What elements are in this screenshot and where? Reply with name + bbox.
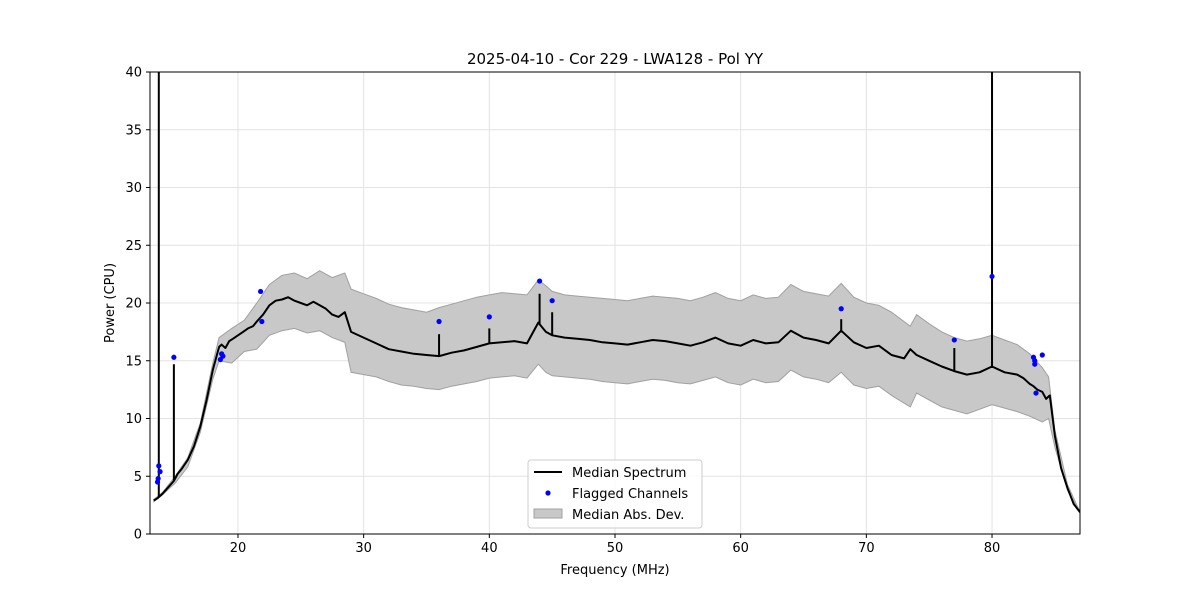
flagged-channel-point (257, 288, 264, 295)
median-abs-dev-band-group (153, 270, 1080, 514)
x-tick-label: 80 (984, 541, 1001, 556)
median-spectrum-line (153, 296, 1080, 513)
flagged-channel-point (951, 337, 957, 343)
y-axis-ticks: 0 5 10 15 20 25 30 35 40 (125, 66, 150, 543)
x-tick-label: 70 (858, 541, 875, 556)
y-tick-label: 0 (134, 528, 142, 543)
chart-title: 2025-04-10 - Cor 229 - LWA128 - Pol YY (467, 50, 764, 68)
legend-median-label: Median Spectrum (572, 466, 686, 481)
median-spectrum-group (153, 72, 1080, 513)
flagged-channel-point (155, 475, 161, 482)
y-tick-label: 10 (125, 412, 142, 427)
legend-flagged-swatch (545, 490, 551, 496)
flagged-channel-point (1039, 352, 1045, 358)
x-axis-title: Frequency (MHz) (560, 563, 669, 578)
legend-band-swatch (533, 508, 563, 519)
median-abs-dev-band (153, 270, 1080, 514)
y-tick-label: 25 (125, 239, 142, 254)
x-tick-label: 40 (481, 541, 498, 556)
flagged-channel-point (838, 306, 844, 312)
y-tick-label: 35 (125, 123, 142, 138)
legend-box (527, 459, 703, 529)
y-tick-label: 15 (125, 354, 142, 369)
flagged-channel-point (1032, 361, 1038, 367)
y-tick-label: 30 (125, 181, 142, 196)
y-tick-label: 40 (125, 66, 142, 81)
y-tick-label: 20 (125, 297, 142, 312)
x-tick-label: 20 (230, 541, 247, 556)
legend-band-label: Median Abs. Dev. (572, 508, 684, 523)
flagged-channels-group (154, 273, 1045, 485)
flagged-channel-point (436, 318, 442, 325)
flagged-channel-point (486, 314, 492, 320)
y-tick-label: 5 (134, 470, 142, 485)
y-axis-title: Power (CPU) (103, 263, 118, 343)
x-tick-label: 30 (355, 541, 372, 556)
legend-flagged-label: Flagged Channels (572, 487, 688, 502)
flagged-channel-point (219, 351, 225, 357)
flagged-channel-point (989, 273, 995, 280)
x-axis-ticks: 20 30 40 50 60 70 80 (230, 534, 1001, 556)
x-tick-label: 60 (732, 541, 749, 556)
flagged-channel-point (536, 278, 543, 284)
flagged-channel-point (549, 298, 555, 304)
x-tick-label: 50 (607, 541, 624, 556)
flagged-channel-point (259, 318, 265, 325)
legend: Median Spectrum Flagged Channels Median … (527, 459, 703, 529)
flagged-channel-point (171, 354, 177, 360)
flagged-channel-point (1033, 390, 1039, 396)
flagged-channel-point (157, 469, 163, 475)
flagged-channel-point (156, 463, 162, 469)
